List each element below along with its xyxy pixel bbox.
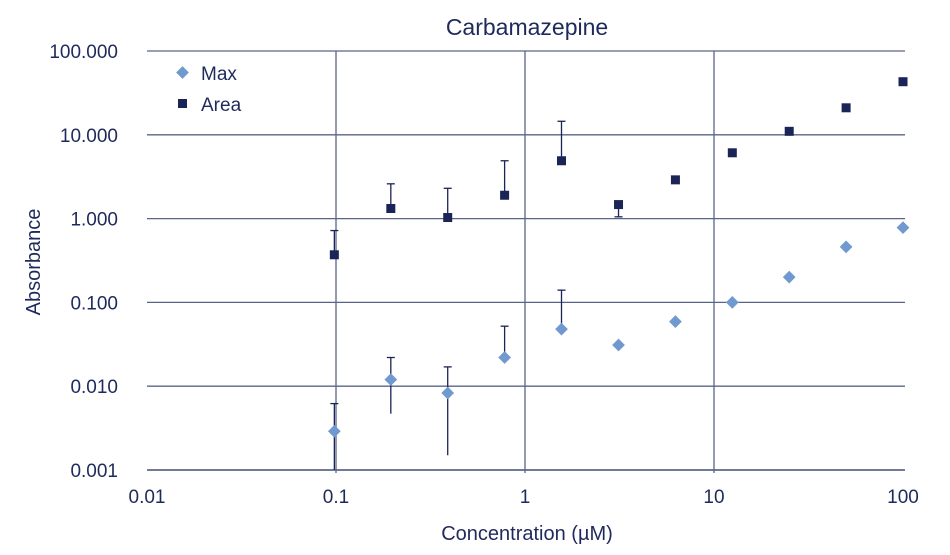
- max-point: [555, 322, 568, 336]
- y-tick-label: 0.001: [70, 461, 118, 482]
- max-point: [441, 386, 455, 400]
- data-marks: [327, 77, 910, 470]
- y-tick-label: 0.010: [70, 377, 118, 398]
- area-point: [329, 250, 339, 260]
- area-point: [557, 156, 567, 166]
- area-point: [443, 213, 453, 223]
- max-point: [384, 373, 398, 386]
- x-tick-label: 0.1: [323, 487, 349, 508]
- max-point: [782, 270, 796, 284]
- x-tick-label: 1: [520, 487, 531, 508]
- max-point: [498, 351, 511, 364]
- grid: [147, 50, 905, 473]
- legend: Max Area: [176, 64, 242, 116]
- area-point: [841, 103, 851, 113]
- area-point: [386, 203, 396, 213]
- legend-marker-area: [178, 99, 187, 108]
- legend-label-max: Max: [201, 64, 237, 85]
- max-point: [669, 315, 682, 328]
- max-point: [612, 338, 625, 352]
- chart-title: Carbamazepine: [446, 14, 608, 40]
- max-point: [327, 424, 341, 438]
- area-point: [898, 77, 908, 87]
- area-point: [614, 200, 624, 210]
- y-tick-label: 1.000: [70, 210, 118, 231]
- legend-label-area: Area: [201, 95, 242, 116]
- max-point: [839, 240, 853, 254]
- max-point: [896, 221, 910, 235]
- area-point: [500, 190, 510, 200]
- area-point: [670, 175, 680, 185]
- area-point: [784, 126, 794, 136]
- x-tick-label: 0.01: [129, 487, 166, 508]
- area-point: [727, 148, 737, 158]
- tick-labels: 0.001 0.010 0.100 1.000 10.000 100.000 0.01 0.1…: [49, 42, 919, 508]
- legend-marker-max: [176, 66, 189, 79]
- y-tick-label: 100.000: [49, 42, 118, 63]
- y-axis-label: Absorbance: [23, 209, 45, 316]
- x-tick-label: 100: [887, 487, 919, 508]
- max-point: [725, 296, 739, 309]
- y-tick-label: 0.100: [70, 293, 118, 314]
- x-tick-label: 10: [703, 487, 724, 508]
- y-tick-label: 10.000: [60, 126, 118, 147]
- x-axis-label: Concentration (µM): [441, 523, 613, 545]
